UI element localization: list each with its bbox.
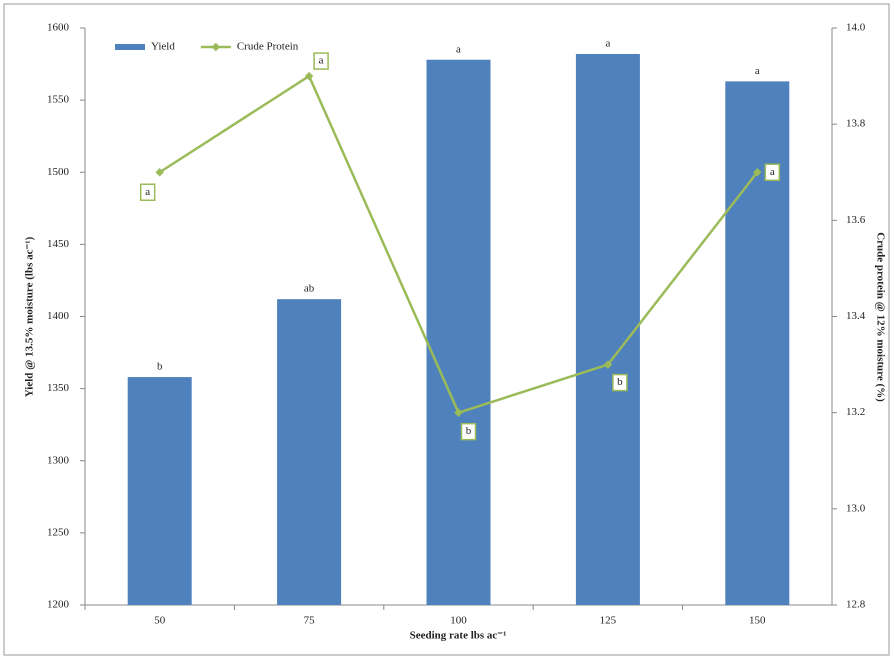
y-tick-label: 1450 [47,238,70,250]
line-marker [304,71,314,81]
x-tick-label: 50 [154,615,166,627]
letter-box [460,422,477,441]
letter-box [612,373,628,392]
line-letter: a [770,166,775,178]
y2-tick-label: 13.6 [846,214,866,226]
bar [725,81,790,605]
y-tick-label: 1200 [47,599,70,611]
bar-letter: a [456,43,461,55]
y2-tick-label: 13.8 [846,118,866,130]
line-marker [155,168,164,177]
letter-box [139,183,156,201]
legend-label: Yield [151,41,175,53]
y-tick-label: 1350 [47,382,70,394]
y-tick-label: 1250 [47,526,70,538]
line-letter: a [145,186,150,198]
y2-tick-label: 13.2 [846,406,865,418]
x-axis-title: Seeding rate lbs ac⁻¹ [410,630,507,642]
legend-swatch [115,44,145,50]
y2-tick-label: 13.4 [846,310,866,322]
bar [426,59,491,606]
bar-letter: ab [304,283,315,295]
y-tick-label: 1400 [47,310,70,322]
line-letter: a [319,55,324,67]
y-tick-label: 1300 [47,454,70,466]
y-tick-label: 1600 [47,22,70,34]
x-tick-label: 150 [749,615,766,627]
legend-marker [211,42,221,52]
line-marker [603,360,613,369]
bar [127,377,192,605]
bar-letter: a [605,37,610,49]
y2-tick-label: 14.0 [846,22,866,34]
bar-letter: b [157,361,163,373]
line-letter: b [466,425,472,437]
line-marker [454,408,463,417]
line-letter: b [617,376,623,388]
y2-tick-label: 13.0 [846,502,866,514]
letter-box [313,52,329,70]
y2-tick-label: 12.8 [846,599,866,611]
bar [277,299,342,605]
x-tick-label: 75 [304,615,316,627]
y-tick-label: 1500 [47,166,70,178]
bar [575,53,640,605]
bar-letter: a [755,65,760,77]
y-axis-title: Yield @ 13.5% moisture (lbs ac⁻¹) [24,236,36,397]
letter-box [764,163,781,181]
x-tick-label: 125 [600,615,617,627]
y-tick-label: 1550 [47,94,70,106]
x-tick-label: 100 [450,615,467,627]
legend-label: Crude Protein [237,41,299,53]
y2-axis-title: Crude protein @ 12% moisture (%) [874,232,886,402]
